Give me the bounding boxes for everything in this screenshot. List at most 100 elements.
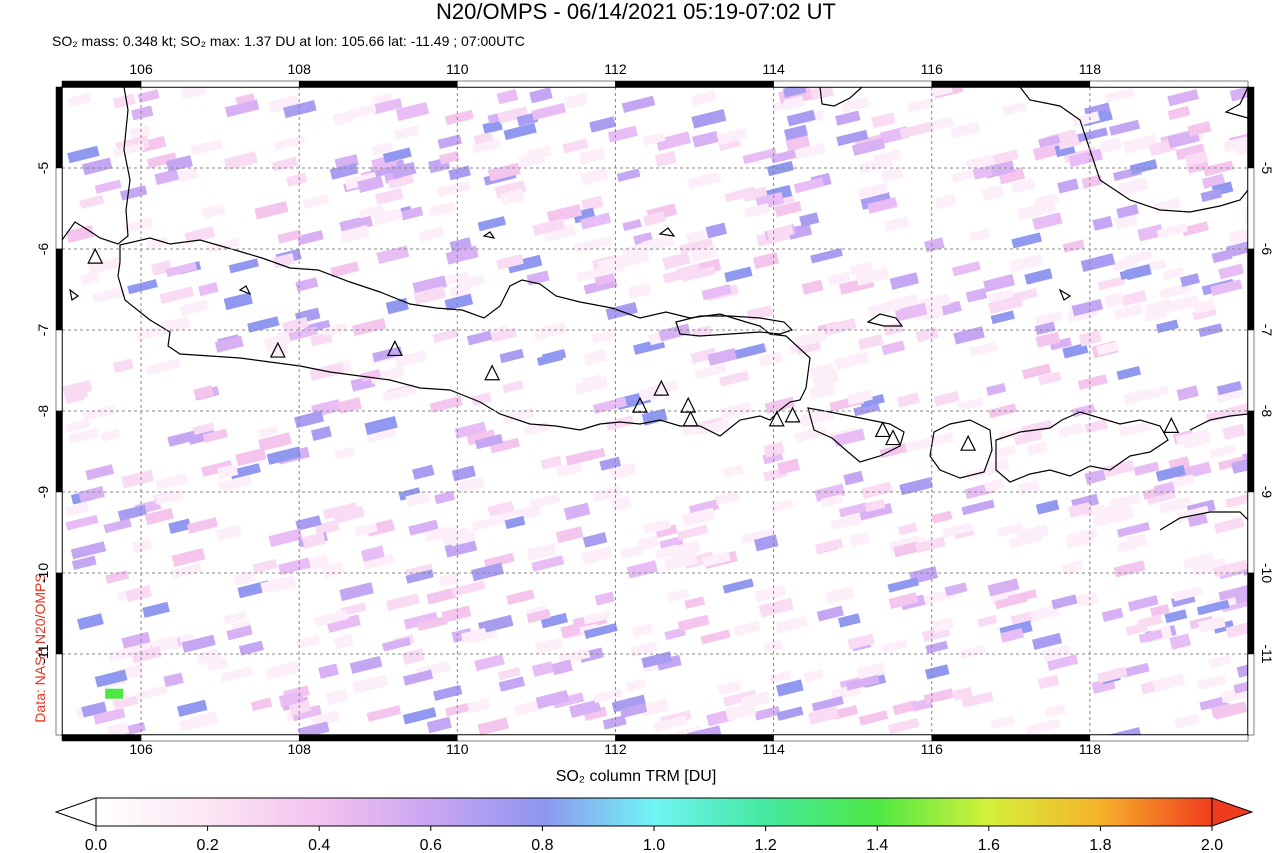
so2-pixel (959, 644, 987, 660)
so2-pixel (764, 396, 796, 414)
so2-pixel (361, 545, 385, 562)
borneo-coast-2 (1019, 87, 1248, 213)
so2-pixel (121, 631, 151, 649)
frame-bottom-seg (298, 734, 458, 742)
so2-pixel (94, 179, 122, 194)
so2-pixel (266, 446, 302, 465)
so2-pixel (408, 519, 439, 536)
so2-pixel (332, 110, 354, 126)
so2-pixel (159, 286, 195, 304)
so2-pixel (783, 95, 805, 111)
so2-pixel (79, 271, 100, 286)
so2-pixel (1199, 696, 1228, 711)
so2-pixel (593, 688, 623, 704)
so2-pixel (899, 121, 933, 139)
so2-pixel (776, 458, 800, 475)
so2-pixel (965, 287, 988, 303)
so2-pixel (881, 340, 906, 356)
so2-pixel (131, 105, 154, 121)
so2-pixel (295, 277, 319, 292)
so2-pixel (931, 87, 953, 98)
so2-pixel (333, 633, 355, 650)
so2-pixel (609, 462, 637, 480)
so2-pixel (257, 425, 279, 439)
so2-pixel (724, 186, 757, 203)
so2-pixel (142, 601, 170, 618)
so2-pixel (190, 138, 223, 156)
so2-pixel (145, 358, 181, 376)
so2-pixel (123, 217, 153, 233)
so2-pixel (1101, 607, 1124, 623)
frame-right-seg (1247, 86, 1255, 169)
lon-tick-bottom: 118 (1079, 741, 1102, 757)
java-coast (117, 237, 811, 437)
so2-pixel (1116, 365, 1142, 381)
so2-pixel (1002, 101, 1027, 116)
lat-tick-left: -10 (35, 563, 51, 583)
so2-pixel (449, 529, 477, 547)
so2-pixel (1156, 223, 1188, 239)
so2-pixel (376, 245, 410, 264)
so2-pixel (526, 543, 557, 562)
so2-pixel (1218, 584, 1248, 601)
so2-pixel (722, 689, 758, 707)
so2-pixel (801, 279, 824, 295)
so2-pixel (1222, 423, 1246, 440)
so2-pixel (541, 349, 567, 363)
so2-pixel (555, 526, 584, 544)
volcano-triangle-icon (1163, 417, 1180, 433)
so2-pixel (849, 261, 873, 276)
lat-tick-right: -5 (1259, 162, 1272, 175)
so2-pixel (770, 148, 799, 164)
so2-pixel (725, 702, 757, 721)
so2-pixel (155, 473, 189, 491)
so2-pixel (1211, 249, 1233, 264)
colorbar: 0.0 0.2 0.4 0.6 0.8 1.0 1.2 1.4 1.6 1.8 2.0 (54, 797, 1254, 853)
so2-pixel (1049, 337, 1072, 351)
flores-coast (1189, 413, 1248, 431)
so2-pixel (794, 426, 827, 443)
so2-pixel (988, 403, 1017, 419)
so2-pixel (1062, 342, 1089, 359)
frame-top-seg (615, 80, 774, 88)
so2-pixel (482, 119, 503, 135)
so2-pixel (301, 532, 326, 549)
so2-pixel (1181, 221, 1209, 237)
so2-pixel (576, 266, 609, 282)
so2-pixel (1084, 418, 1109, 434)
so2-pixel (619, 702, 648, 719)
so2-pixel (881, 639, 908, 654)
so2-pixel (1024, 268, 1053, 285)
so2-pixel (742, 147, 778, 165)
so2-pixel (477, 216, 507, 232)
so2-pixel (807, 706, 840, 725)
so2-pixel (1034, 321, 1056, 336)
so2-pixel (641, 651, 673, 669)
so2-pixel (502, 380, 524, 394)
so2-pixel (500, 188, 525, 206)
so2-pixel (499, 348, 525, 364)
so2-pixel (226, 625, 253, 641)
so2-pixel (1169, 633, 1192, 650)
lon-tick-top: 110 (446, 61, 469, 77)
so2-pixel (618, 249, 650, 268)
so2-pixel (403, 611, 439, 630)
so2-pixel (692, 130, 719, 148)
so2-pixel (531, 661, 554, 677)
so2-pixel (330, 261, 360, 278)
so2-pixel (856, 182, 889, 200)
so2-pixel (274, 135, 306, 151)
so2-pixel (1096, 341, 1119, 356)
so2-pixel (717, 680, 742, 696)
so2-pixel (294, 410, 325, 429)
so2-pixel (931, 510, 953, 524)
so2-pixel (171, 548, 206, 567)
lat-tick-labels: -5 -5 -6 -6 -7 -7 -8 -8 -9 -9 -10 -10 -11 -11 (35, 162, 1272, 664)
so2-pixel (498, 676, 526, 692)
so2-pixel (607, 125, 638, 143)
so2-pixel (165, 261, 198, 278)
so2-pixel (977, 614, 998, 628)
so2-pixel (1034, 310, 1063, 327)
colorbar-tick-label: 0.8 (531, 837, 553, 853)
so2-pixel (432, 328, 459, 343)
